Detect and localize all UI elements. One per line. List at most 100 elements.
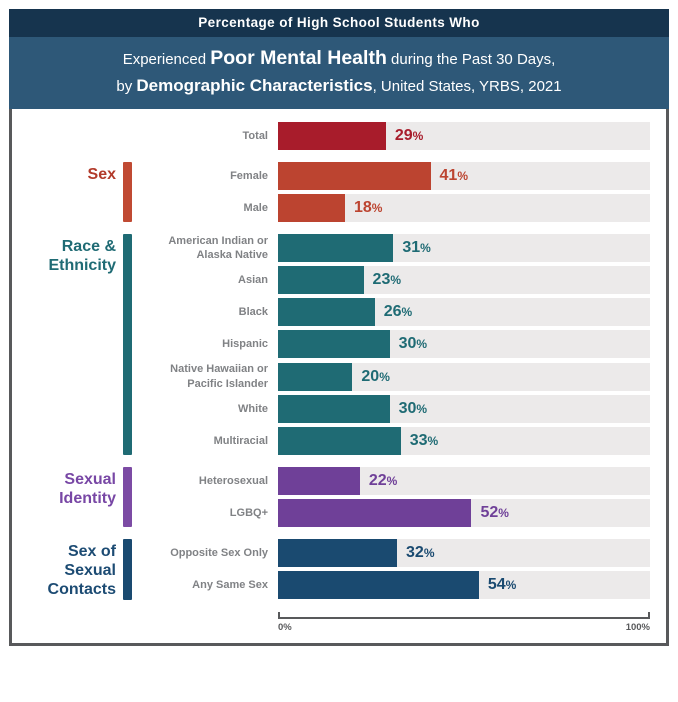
row-label: Hispanic (222, 338, 268, 351)
title-line-3-pre: by (116, 78, 137, 96)
bar-track: 26% (278, 298, 650, 327)
title-line-2-pre: Experienced (122, 51, 211, 68)
row-label: LGBQ+ (229, 506, 268, 519)
bar-track: 20% (278, 362, 650, 391)
bar-row-any-same-sex: Any Same Sex 54% (132, 570, 650, 599)
title-line-2: Experienced Poor Mental Health during th… (15, 44, 663, 73)
bar-row-hispanic: Hispanic 30% (132, 330, 650, 359)
bar-fill (278, 498, 472, 527)
x-axis: 0% 100% (278, 611, 650, 633)
bar-row-multiracial: Multiracial 33% (132, 426, 650, 455)
x-axis-bracket (278, 611, 650, 619)
x-axis-max-label: 100% (625, 621, 650, 633)
bar-fill (278, 394, 390, 423)
row-label: Black (238, 306, 268, 319)
row-label: Multiracial (213, 434, 268, 447)
group-label-total (24, 122, 116, 150)
bar-fill (278, 193, 345, 222)
bar-row-native-hawaiian-pacific-islander: Native Hawaiian or Pacific Islander 20% (132, 362, 650, 391)
bar-fill (278, 234, 394, 263)
row-label: Male (243, 201, 268, 214)
group-indicator-sex (123, 161, 132, 222)
chart-area: Total 29% Sex Female 41% (9, 108, 669, 646)
group-label-sex: Sex (87, 165, 116, 183)
title-line-1: Percentage of High School Students Who (9, 9, 669, 37)
bar-fill (278, 426, 401, 455)
bar-row-heterosexual: Heterosexual 22% (132, 466, 650, 495)
title-line-3-post: , United States, YRBS, 2021 (372, 78, 562, 96)
row-label: American Indian or Alaska Native (168, 234, 268, 262)
bar-track: 30% (278, 330, 650, 359)
bar-value-label: 18% (353, 198, 383, 216)
bar-track: 54% (278, 570, 650, 599)
bar-track: 30% (278, 394, 650, 423)
row-label: Asian (238, 274, 268, 287)
bar-row-white: White 30% (132, 394, 650, 423)
bar-row-male: Male 18% (132, 193, 650, 222)
group-label-race-ethnicity: Race & Ethnicity (48, 237, 116, 274)
bar-track: 33% (278, 426, 650, 455)
bar-row-black: Black 26% (132, 298, 650, 327)
group-label-sexual-identity: Sexual Identity (59, 470, 116, 508)
bar-track: 22% (278, 466, 650, 495)
bar-row-total: Total 29% (132, 121, 650, 150)
title-subtitle: Experienced Poor Mental Health during th… (9, 37, 669, 109)
bar-value-label: 33% (409, 431, 439, 449)
bar-value-label: 23% (372, 271, 402, 289)
title-line-2-bold: Poor Mental Health (210, 47, 387, 69)
group-race-ethnicity: Race & Ethnicity American Indian or Alas… (24, 233, 650, 455)
x-axis-min-label: 0% (278, 621, 292, 633)
group-sexual-identity: Sexual Identity Heterosexual 22% LGBQ+ 5… (24, 466, 650, 527)
group-indicator-sex-of-sexual-contacts (123, 538, 132, 600)
bar-fill (278, 330, 390, 359)
bar-value-label: 52% (480, 503, 509, 521)
bar-fill (278, 161, 431, 190)
row-label: Heterosexual (198, 474, 268, 487)
group-indicator-race-ethnicity (123, 233, 132, 455)
bar-row-asian: Asian 23% (132, 266, 650, 295)
title-line-3-bold: Demographic Characteristics (136, 76, 373, 96)
bar-value-label: 30% (398, 335, 428, 353)
bar-value-label: 41% (439, 166, 468, 184)
group-total: Total 29% (24, 121, 650, 150)
bar-fill (278, 266, 364, 295)
row-label: White (238, 402, 268, 415)
bar-fill (278, 121, 386, 150)
bar-track: 29% (278, 121, 650, 150)
bar-track: 52% (278, 498, 650, 527)
bar-row-female: Female 41% (132, 161, 650, 190)
bar-row-lgbq: LGBQ+ 52% (132, 498, 650, 527)
bar-value-label: 29% (394, 126, 424, 144)
bar-value-label: 22% (368, 471, 398, 489)
group-indicator-sexual-identity (123, 466, 132, 527)
title-line-2-post: during the Past 30 Days, (386, 51, 556, 68)
bar-track: 23% (278, 266, 650, 295)
group-sex: Sex Female 41% Male 18% (24, 161, 650, 222)
row-label: Female (230, 169, 268, 182)
row-label: Total (242, 129, 268, 142)
bar-value-label: 20% (361, 367, 390, 385)
bar-fill (278, 570, 479, 599)
bar-track: 32% (278, 538, 650, 567)
row-label: Native Hawaiian or Pacific Islander (170, 363, 268, 390)
bar-row-opposite-sex-only: Opposite Sex Only 32% (132, 538, 650, 567)
group-label-sex-of-sexual-contacts: Sex of Sexual Contacts (47, 542, 116, 599)
title-line-3: by Demographic Characteristics, United S… (15, 73, 663, 99)
bar-value-label: 54% (487, 575, 517, 593)
bar-fill (278, 298, 375, 327)
bar-value-label: 26% (383, 303, 413, 321)
bar-value-label: 32% (406, 543, 435, 561)
bar-track: 31% (278, 234, 650, 263)
bar-fill (278, 538, 398, 567)
bar-value-label: 30% (398, 399, 428, 417)
group-sex-of-sexual-contacts: Sex of Sexual Contacts Opposite Sex Only… (24, 538, 650, 600)
bar-track: 18% (278, 193, 650, 222)
bar-value-label: 31% (402, 239, 431, 257)
row-label: Opposite Sex Only (170, 546, 268, 559)
row-label: Any Same Sex (192, 578, 268, 591)
bar-track: 41% (278, 161, 650, 190)
bar-fill (278, 362, 353, 391)
bar-row-american-indian-alaska-native: American Indian or Alaska Native 31% (132, 234, 650, 263)
group-indicator-total (123, 122, 132, 150)
infographic-card: Percentage of High School Students Who E… (9, 9, 669, 646)
